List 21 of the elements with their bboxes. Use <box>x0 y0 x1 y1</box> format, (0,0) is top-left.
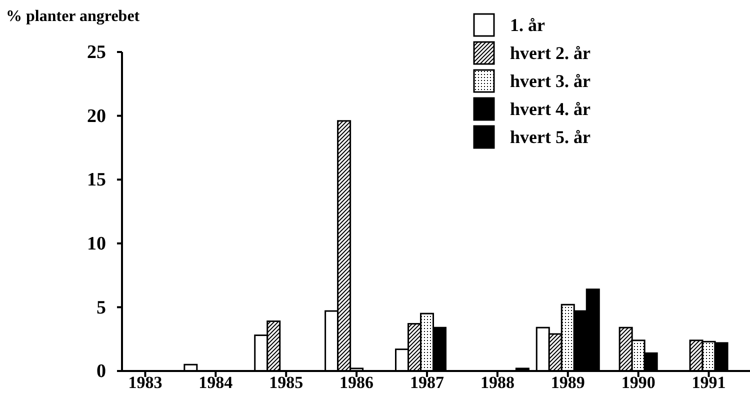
legend-label: hvert 3. år <box>510 71 590 91</box>
y-tick-label: 0 <box>96 361 106 382</box>
y-tick-label: 15 <box>87 170 106 191</box>
x-tick-label: 1983 <box>128 373 162 392</box>
legend-label: 1. år <box>510 15 545 35</box>
x-tick-label: 1990 <box>621 373 656 392</box>
legend-label: hvert 2. år <box>510 43 590 63</box>
y-tick-label: 25 <box>87 42 106 64</box>
x-tick-label: 1989 <box>550 373 585 392</box>
legend-label: hvert 4. år <box>510 99 590 119</box>
x-tick-label: 1987 <box>410 373 444 392</box>
x-tick-label: 1984 <box>198 373 234 392</box>
x-tick-label: 1985 <box>269 373 304 392</box>
x-tick-label: 1991 <box>692 373 726 392</box>
x-tick-label: 1988 <box>480 373 514 392</box>
y-axis-title: % planter angrebet <box>6 8 140 25</box>
y-tick-label: 10 <box>87 233 106 254</box>
y-tick-label: 20 <box>87 106 106 127</box>
x-tick-label: 1986 <box>340 373 374 392</box>
legend-label: hvert 5. år <box>510 127 590 147</box>
y-tick-label: 5 <box>96 297 106 318</box>
